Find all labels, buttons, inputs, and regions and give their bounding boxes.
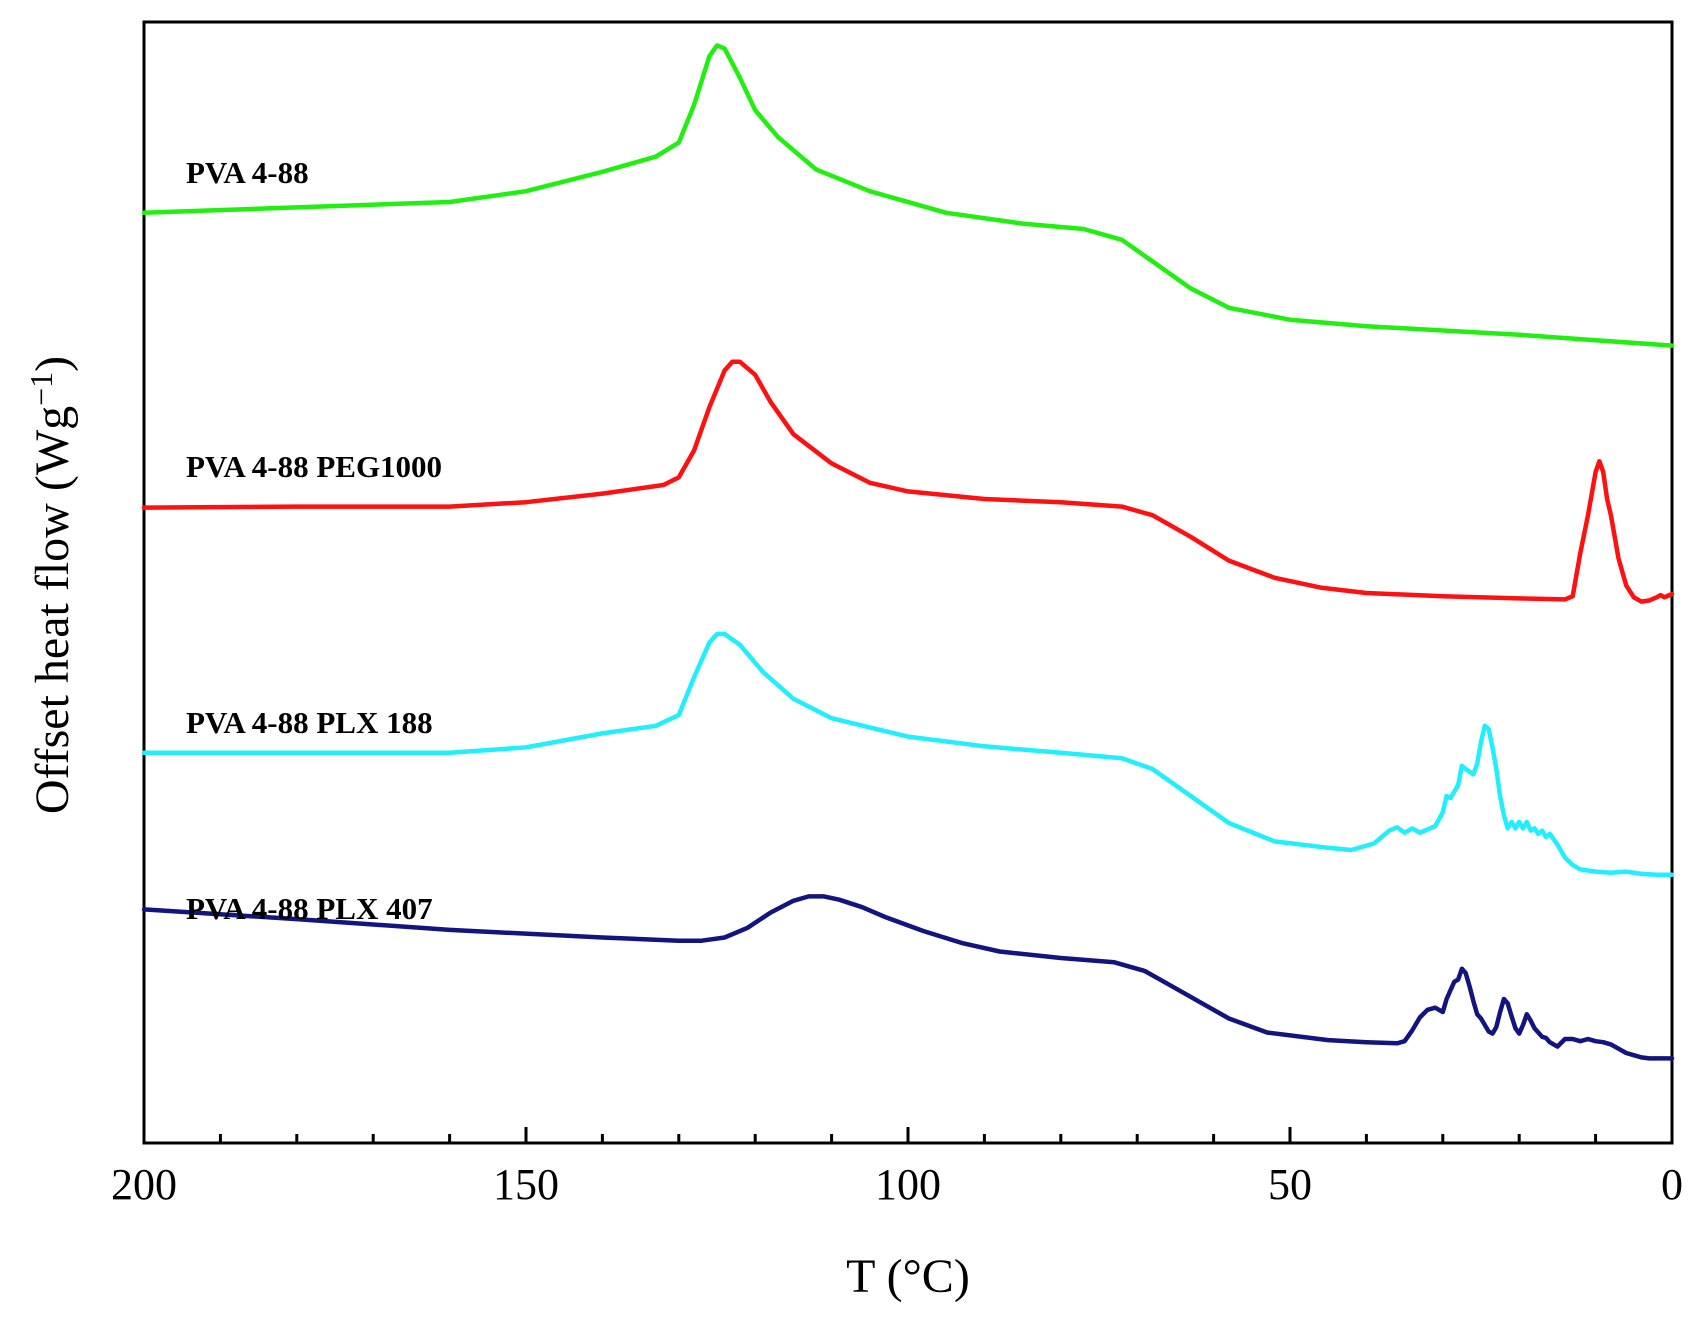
- series-label-pva-4-88: PVA 4-88: [186, 155, 309, 190]
- series-line-pva-4-88-peg1000: [141, 359, 1675, 604]
- series-label-pva-4-88-peg1000: PVA 4-88 PEG1000: [186, 449, 442, 484]
- plot-frame: [142, 20, 1674, 1145]
- y-axis-title: Offset heat flow (Wg−1): [23, 356, 79, 814]
- series-curves: [141, 43, 1675, 1061]
- x-tick-label: 200: [111, 1160, 177, 1209]
- x-tick-label: 50: [1268, 1160, 1312, 1209]
- series-line-pva-4-88: [141, 43, 1675, 348]
- y-axis-title-end: ): [26, 356, 79, 372]
- y-axis-title-base: Offset heat flow (Wg: [26, 406, 79, 814]
- x-tick-label: 100: [875, 1160, 941, 1209]
- x-axis-ticks: 200 150 100 50 0: [111, 1127, 1683, 1209]
- series-label-pva-4-88-plx-188: PVA 4-88 PLX 188: [186, 705, 433, 740]
- x-tick-label: 150: [493, 1160, 559, 1209]
- y-axis-title-sup: −1: [23, 372, 59, 406]
- x-tick-label: 0: [1661, 1160, 1683, 1209]
- series-line-pva-4-88-plx-407: [141, 894, 1675, 1061]
- x-axis-title: T (°C): [846, 1250, 970, 1303]
- series-label-pva-4-88-plx-407: PVA 4-88 PLX 407: [186, 891, 433, 926]
- series-line-pva-4-88-plx-188: [141, 631, 1675, 878]
